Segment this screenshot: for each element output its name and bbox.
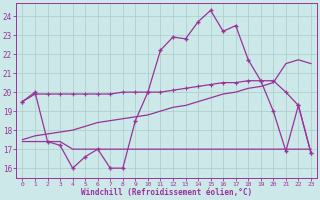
X-axis label: Windchill (Refroidissement éolien,°C): Windchill (Refroidissement éolien,°C) [81, 188, 252, 197]
